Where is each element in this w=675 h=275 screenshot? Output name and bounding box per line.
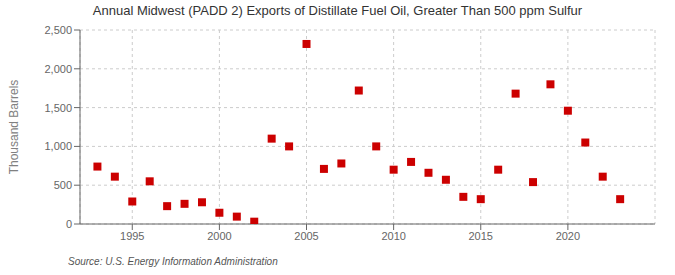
svg-text:2015: 2015 bbox=[469, 230, 493, 242]
svg-text:2010: 2010 bbox=[381, 230, 405, 242]
svg-text:0: 0 bbox=[66, 218, 72, 230]
svg-text:Thousand Barrels: Thousand Barrels bbox=[8, 80, 21, 175]
svg-text:2,500: 2,500 bbox=[44, 24, 72, 36]
svg-text:1,500: 1,500 bbox=[44, 102, 72, 114]
svg-text:2020: 2020 bbox=[556, 230, 580, 242]
svg-text:2,000: 2,000 bbox=[44, 63, 72, 75]
html-text:Source: U.S. Energy Informatio: Source: U.S. Energy Information Administ… bbox=[68, 256, 278, 267]
svg-text:500: 500 bbox=[54, 179, 72, 191]
svg-text:2005: 2005 bbox=[294, 230, 318, 242]
svg-text:1,000: 1,000 bbox=[44, 140, 72, 152]
html-text:Annual Midwest (PADD 2) Export: Annual Midwest (PADD 2) Exports of Disti… bbox=[92, 3, 583, 18]
svg-text:1995: 1995 bbox=[120, 230, 144, 242]
svg-text:2000: 2000 bbox=[207, 230, 231, 242]
